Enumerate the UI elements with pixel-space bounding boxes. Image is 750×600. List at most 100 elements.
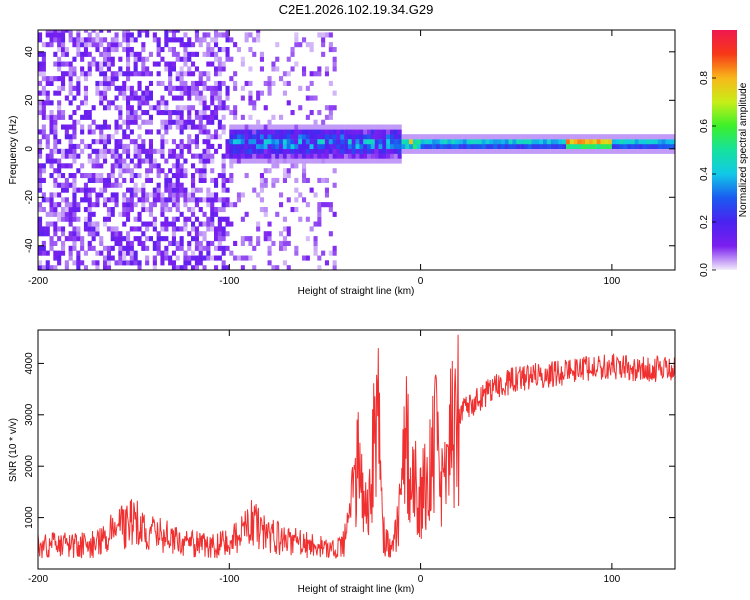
spectrogram-cell [298,129,303,135]
spectrogram-cell [198,221,203,227]
spectrogram-cell [214,114,219,120]
spectrogram-cell [393,158,398,164]
spectrogram-cell [305,153,310,159]
spectrogram-cell [500,139,505,145]
spectrogram-cell [627,148,632,154]
spectrogram-cell [95,32,100,38]
spectrogram-cell [344,124,349,130]
spectrogram-cell [214,85,219,91]
spectrogram-cell [137,153,142,159]
spectrogram-cell [106,51,111,57]
spectrogram-cell [160,226,165,232]
spectrogram-cell [41,207,46,213]
spectrogram-cell [175,168,180,174]
spectrogram-cell [191,85,196,91]
spectrogram-cell [244,153,249,159]
spectrogram-cell [493,143,498,149]
spectrogram-cell [317,110,322,116]
spectrogram-cell [53,143,58,149]
spectrogram-cell [225,148,230,154]
spectrogram-cell [110,37,115,43]
spectrogram-cell [68,202,73,208]
spectrogram-cell [152,226,157,232]
spectrogram-cell [298,216,303,222]
spectrogram-cell [183,105,188,111]
spectrogram-cell [72,207,77,213]
spectrogram-cell [68,231,73,237]
spectrogram-cell [38,153,43,159]
spectrogram-cell [202,95,207,101]
spectrogram-cell [198,197,203,203]
spectrogram-cell [279,192,284,198]
spectrogram-cell [76,47,81,53]
y-tick-label: 2000 [24,455,35,478]
spectrogram-cell [87,110,92,116]
spectrogram-cell [164,255,169,261]
spectrogram-cell [122,37,127,43]
spectrogram-cell [45,114,50,120]
spectrogram-cell [286,197,291,203]
spectrogram-cell [225,143,230,149]
spectrogram-cell [194,139,199,145]
spectrogram-cell [500,134,505,140]
spectrogram-cell [263,129,268,135]
spectrogram-cell [642,148,647,154]
colorbar-ticks: 0.00.20.40.60.8 [699,71,716,277]
spectrogram-cell [61,42,66,48]
spectrogram-cell [83,173,88,179]
spectrogram-cell [439,148,444,154]
spectrogram-cell [175,51,180,57]
spectrogram-cell [294,163,299,169]
spectrogram-cell [527,134,532,140]
spectrogram-cell [45,211,50,217]
spectrogram-cell [99,240,104,246]
spectrogram-cell [382,148,387,154]
spectrogram-cell [137,148,142,154]
spectrogram-cell [489,143,494,149]
spectrogram-cell [179,240,184,246]
spectrogram-cells [38,30,675,270]
spectrogram-cell [122,177,127,183]
spectrogram-cell [141,221,146,227]
spectrogram-cell [126,61,131,67]
spectrogram-cell [114,129,119,135]
spectrogram-cell [41,250,46,256]
spectrogram-cell [623,148,628,154]
spectrogram-cell [145,255,150,261]
spectrogram-cell [324,202,329,208]
spectrogram-cell [179,124,184,130]
spectrogram-cell [271,80,276,86]
spectrogram-cell [141,231,146,237]
spectrogram-cell [252,148,257,154]
spectrogram-cell [588,139,593,145]
spectrogram-cell [240,255,245,261]
spectrogram-cell [168,255,173,261]
spectrogram-cell [87,207,92,213]
spectrogram-cell [500,148,505,154]
spectrogram-frame [37,29,676,271]
spectrogram-cell [435,139,440,145]
spectrogram-cell [317,177,322,183]
spectrogram-cell [489,134,494,140]
spectrogram-cell [194,134,199,140]
spectrogram-cell [72,187,77,193]
spectrogram-cell [141,42,146,48]
spectrogram-cell [244,124,249,130]
spectrogram-cell [57,100,62,106]
spectrogram-cell [198,158,203,164]
snr-trace [38,334,675,559]
spectrogram-cell [240,85,245,91]
spectrogram-cell [225,95,230,101]
spectrogram-cell [49,173,54,179]
spectrogram-cell [99,124,104,130]
spectrogram-cell [202,110,207,116]
spectrogram-cell [83,47,88,53]
spectrogram-cell [53,51,58,57]
spectrogram-cell [156,61,161,67]
spectrogram-cell [363,124,368,130]
spectrogram-cell [259,158,264,164]
spectrogram-cell [248,80,253,86]
colorbar-tick-label: 0.4 [699,167,710,181]
spectrogram-cell [57,30,62,33]
spectrogram-cell [183,61,188,67]
